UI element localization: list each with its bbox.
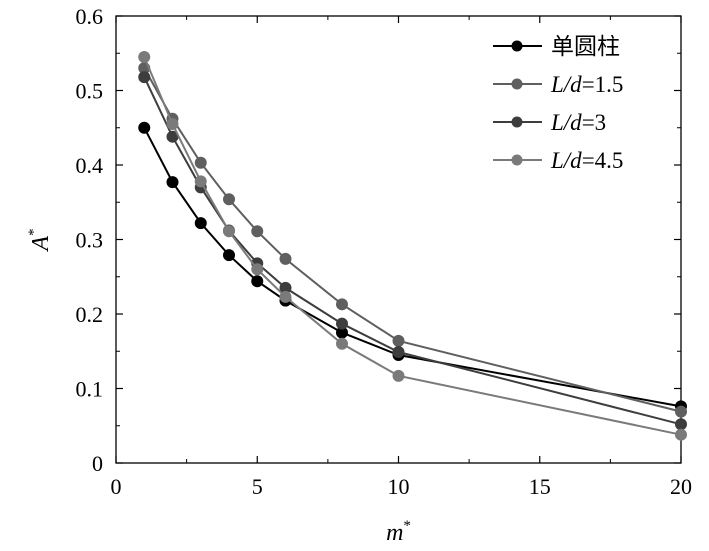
x-axis-label: m* <box>386 518 411 546</box>
data-point <box>675 418 687 431</box>
y-tick-label: 0 <box>92 451 103 476</box>
y-tick-label: 0.6 <box>76 4 104 29</box>
legend-swatch-marker <box>511 78 523 90</box>
data-point <box>223 193 235 206</box>
legend-swatch-marker <box>511 40 523 52</box>
data-point <box>392 369 405 382</box>
y-tick-label: 0.1 <box>76 377 104 402</box>
legend-label-rest: =3 <box>582 110 606 135</box>
data-point <box>279 290 292 303</box>
x-tick-label: 20 <box>670 474 692 499</box>
legend-swatch-marker <box>511 154 523 166</box>
data-point <box>336 337 348 350</box>
x-tick-label: 15 <box>529 474 551 499</box>
y-tick-label: 0.3 <box>76 228 104 253</box>
data-point <box>223 249 235 262</box>
data-point <box>166 118 179 131</box>
y-tick-label: 0.4 <box>76 153 104 178</box>
legend-swatch-marker <box>511 116 523 128</box>
x-tick-label: 0 <box>111 474 122 499</box>
legend-label: 单圆柱 <box>551 34 620 59</box>
legend-label: L/d=3 <box>550 110 606 135</box>
axes: 0 5 10 15 20 0 0.1 0.2 0.3 0.4 0.5 0.6 <box>76 4 693 499</box>
legend-item: L/d=4.5 <box>493 148 623 173</box>
y-tick-label: 0.5 <box>76 79 104 104</box>
data-point <box>392 334 405 347</box>
data-point <box>392 345 405 358</box>
series-4 <box>138 50 687 441</box>
data-point <box>251 225 264 238</box>
x-tick-label: 10 <box>388 474 410 499</box>
data-point <box>138 71 151 84</box>
legend-label-italic: L/d <box>550 72 582 97</box>
data-point <box>194 175 207 188</box>
data-point <box>223 225 235 238</box>
series-layer <box>138 50 687 441</box>
legend-item: L/d=1.5 <box>493 72 623 97</box>
legend-label-rest: =1.5 <box>582 72 624 97</box>
data-point <box>675 405 687 418</box>
data-point <box>675 428 687 441</box>
data-point <box>251 275 264 288</box>
data-point <box>194 156 207 169</box>
legend-label-rest: =4.5 <box>582 148 624 173</box>
x-tick-label: 5 <box>252 474 263 499</box>
data-point <box>336 298 348 311</box>
data-point <box>336 317 348 330</box>
y-axis-label: A* <box>26 228 54 252</box>
legend-item: 单圆柱 <box>493 34 620 59</box>
data-point <box>138 121 151 134</box>
x-axis-label-sup: * <box>403 518 411 534</box>
data-point <box>138 50 151 63</box>
data-point <box>194 217 207 230</box>
data-point <box>279 252 292 265</box>
y-axis-label-sup: * <box>26 228 42 236</box>
y-tick-label: 0.2 <box>76 302 104 327</box>
legend-label-italic: L/d <box>550 110 582 135</box>
legend-label: L/d=4.5 <box>550 148 623 173</box>
legend-label-italic: L/d <box>550 148 582 173</box>
data-point <box>251 263 264 276</box>
legend-item: L/d=3 <box>493 110 606 135</box>
legend-label: L/d=1.5 <box>550 72 623 97</box>
series-2 <box>138 62 687 418</box>
data-point <box>166 176 179 189</box>
